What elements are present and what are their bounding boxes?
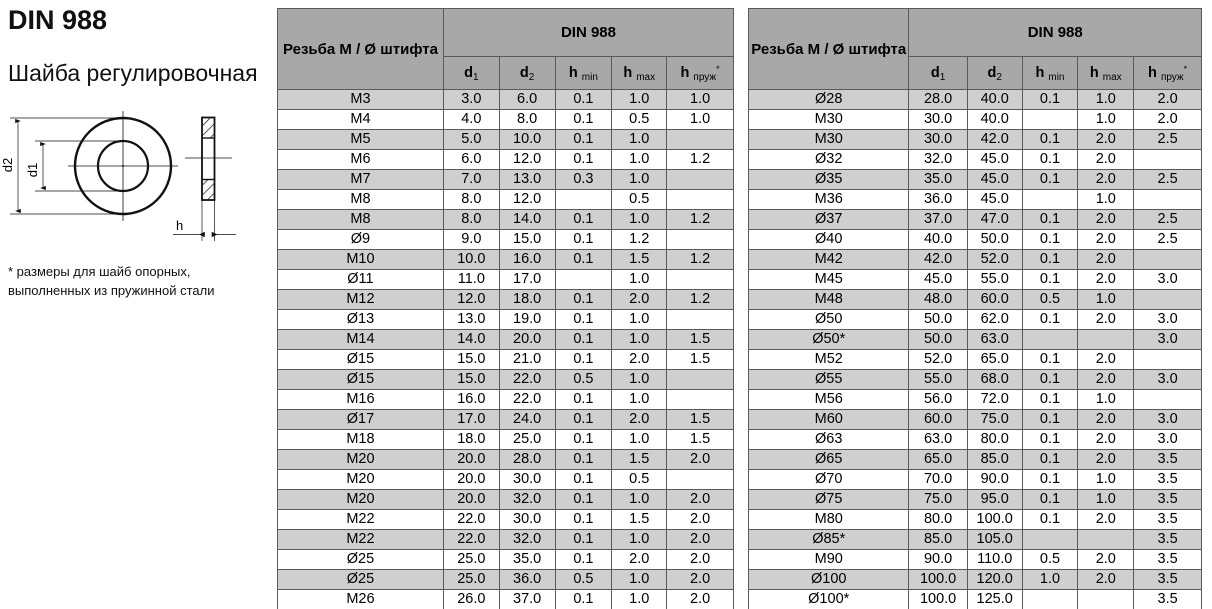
- svg-text:h: h: [176, 218, 183, 233]
- svg-text:d2: d2: [0, 158, 15, 172]
- svg-text:d1: d1: [25, 163, 40, 177]
